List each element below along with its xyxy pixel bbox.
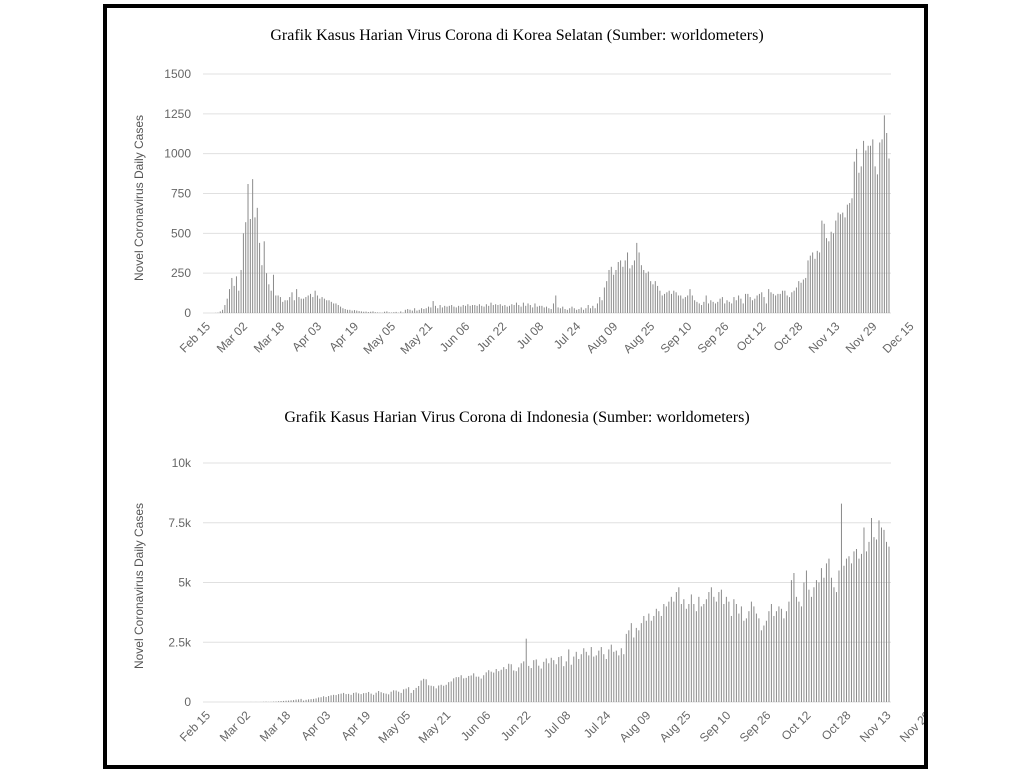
x-tick-label-korea: Apr 19	[326, 319, 361, 354]
y-tick-label-korea: 1000	[164, 147, 191, 161]
x-ticks-korea: Feb 15 Mar 02 Mar 18 Apr 03 Apr 19 May 05 May …	[177, 319, 917, 357]
x-tick-label-korea: Aug 09	[584, 319, 621, 356]
x-tick-label-korea: Dec 15	[880, 319, 917, 356]
x-tick-label-indonesia: Sep 26	[737, 708, 774, 745]
y-tick-label-korea: 250	[171, 266, 191, 280]
x-tick-label-indonesia: Nov 29	[897, 708, 924, 745]
x-tick-label-indonesia: Oct 28	[819, 708, 854, 743]
bars-korea	[215, 115, 890, 313]
x-tick-label-indonesia: Aug 25	[657, 708, 694, 745]
bars-indonesia	[250, 503, 890, 702]
x-tick-label-indonesia: Jun 06	[458, 708, 494, 744]
y-axis-label-korea: Novel Coronavirus Daily Cases	[132, 115, 146, 281]
x-tick-label-indonesia: Apr 03	[298, 708, 333, 743]
x-tick-label-indonesia: Aug 09	[617, 708, 654, 745]
x-tick-label-korea: Oct 28	[771, 319, 806, 354]
x-tick-label-korea: Feb 15	[177, 319, 214, 356]
x-tick-label-indonesia: Mar 02	[217, 708, 254, 745]
x-tick-label-korea: Apr 03	[289, 319, 324, 354]
x-tick-label-indonesia: Jun 22	[498, 708, 534, 744]
y-tick-label-korea: 750	[171, 187, 191, 201]
x-tick-label-indonesia: Oct 12	[779, 708, 814, 743]
x-tick-label-indonesia: May 05	[376, 708, 414, 746]
x-tick-label-korea: Nov 29	[843, 319, 880, 356]
x-tick-label-korea: May 21	[398, 319, 436, 357]
x-tick-label-indonesia: Jul 24	[581, 708, 614, 741]
y-tick-label-indonesia: 10k	[172, 456, 192, 470]
x-tick-label-korea: May 05	[361, 319, 399, 357]
x-tick-label-korea: Aug 25	[621, 319, 658, 356]
y-tick-label-korea: 1250	[164, 107, 191, 121]
y-tick-label-korea: 1500	[164, 67, 191, 81]
x-tick-label-korea: Sep 10	[658, 319, 695, 356]
x-tick-label-korea: Jul 24	[551, 319, 584, 352]
x-tick-label-korea: Mar 18	[251, 319, 288, 356]
y-axis-label-indonesia: Novel Coronavirus Daily Cases	[132, 503, 146, 669]
x-tick-label-indonesia: May 21	[416, 708, 454, 746]
x-tick-label-indonesia: Apr 19	[338, 708, 373, 743]
y-tick-label-korea: 500	[171, 226, 191, 240]
y-tick-label-indonesia: 7.5k	[168, 516, 192, 530]
chart-korea: Grafik Kasus Harian Virus Corona di Kore…	[132, 27, 917, 357]
y-ticks-indonesia: 0 2.5k 5k 7.5k 10k	[168, 456, 192, 709]
gridlines-korea	[203, 73, 891, 314]
x-tick-label-korea: Jun 06	[437, 319, 473, 355]
y-tick-label-indonesia: 0	[184, 695, 191, 709]
x-tick-label-korea: Jun 22	[474, 319, 510, 355]
x-tick-label-indonesia: Jul 08	[541, 708, 574, 741]
x-tick-label-indonesia: Mar 18	[257, 708, 294, 745]
chart-title-indonesia: Grafik Kasus Harian Virus Corona di Indo…	[284, 409, 749, 426]
chart-title-korea: Grafik Kasus Harian Virus Corona di Kore…	[270, 27, 763, 44]
x-tick-label-korea: Nov 13	[806, 319, 843, 356]
y-tick-label-indonesia: 2.5k	[168, 635, 192, 649]
y-ticks-korea: 0 250 500 750 1000 1250 1500	[164, 67, 191, 320]
y-tick-label-korea: 0	[184, 306, 191, 320]
x-tick-label-indonesia: Feb 15	[177, 708, 214, 745]
y-tick-label-indonesia: 5k	[178, 576, 192, 590]
gridlines-indonesia	[203, 462, 891, 703]
x-tick-label-indonesia: Sep 10	[697, 708, 734, 745]
chart-indonesia: Grafik Kasus Harian Virus Corona di Indo…	[132, 409, 924, 746]
x-tick-label-korea: Sep 26	[695, 319, 732, 356]
x-tick-label-korea: Mar 02	[214, 319, 251, 356]
figure-frame: Grafik Kasus Harian Virus Corona di Kore…	[103, 4, 928, 769]
chart-canvas: Grafik Kasus Harian Virus Corona di Kore…	[132, 27, 924, 746]
x-tick-label-korea: Jul 08	[514, 319, 547, 352]
x-ticks-indonesia: Feb 15 Mar 02 Mar 18 Apr 03 Apr 19 May 05 May …	[177, 708, 924, 746]
x-tick-label-indonesia: Nov 13	[857, 708, 894, 745]
x-tick-label-korea: Oct 12	[734, 319, 769, 354]
